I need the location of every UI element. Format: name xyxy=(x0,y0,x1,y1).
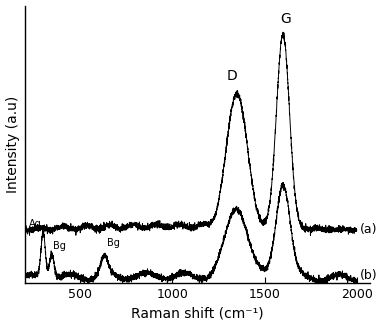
Text: Bg: Bg xyxy=(107,238,120,248)
Text: Ag: Ag xyxy=(29,219,42,229)
Y-axis label: Intensity (a.u): Intensity (a.u) xyxy=(5,96,20,193)
Text: Bg: Bg xyxy=(53,241,65,251)
Text: G: G xyxy=(280,12,291,26)
X-axis label: Raman shift (cm⁻¹): Raman shift (cm⁻¹) xyxy=(131,306,264,320)
Text: D: D xyxy=(227,69,238,83)
Text: (a): (a) xyxy=(359,223,377,236)
Text: (b): (b) xyxy=(359,270,377,283)
